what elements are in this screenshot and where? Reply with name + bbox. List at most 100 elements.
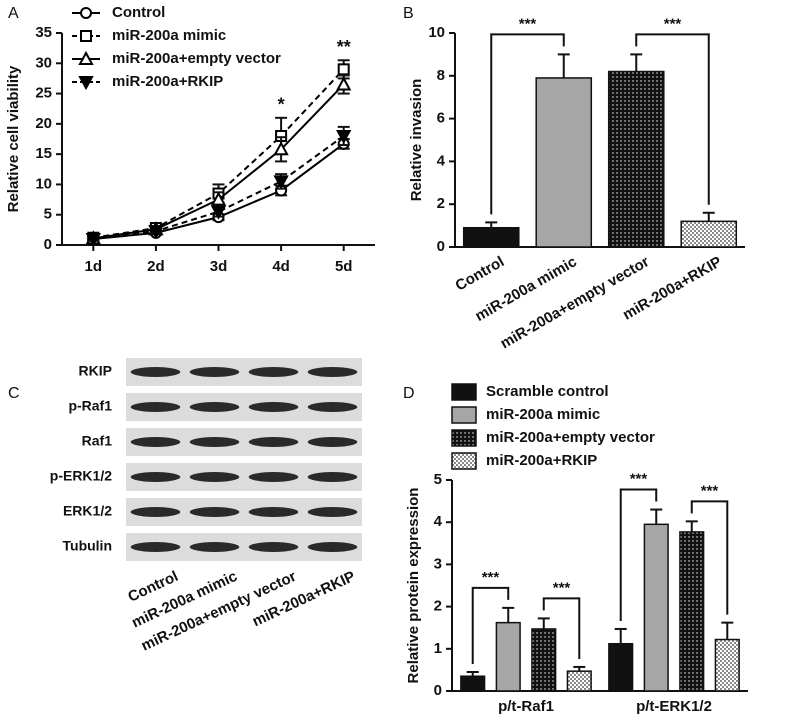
marker	[210, 205, 227, 220]
bar	[608, 642, 634, 692]
y-tick-label: 0	[434, 682, 442, 699]
blot-band	[307, 507, 358, 517]
y-tick-label: 35	[35, 24, 52, 41]
y-tick-label: 10	[35, 175, 52, 192]
significance-label: ***	[553, 579, 571, 596]
blot-band	[189, 507, 240, 517]
x-tick-label: 2d	[147, 258, 165, 275]
western-blot: CRKIPp-Raf1Raf1p-ERK1/2ERK1/2TubulinCont…	[8, 358, 362, 655]
blot-band	[189, 402, 240, 412]
blot-band	[307, 367, 358, 377]
blot-band	[307, 542, 358, 552]
blot-band	[189, 437, 240, 447]
y-tick-label: 1	[434, 640, 442, 657]
panel-label: C	[8, 385, 20, 402]
blot-band	[248, 402, 299, 412]
y-tick-label: 5	[434, 471, 442, 488]
panel-label: D	[403, 385, 415, 402]
bar	[714, 638, 740, 692]
x-tick-label: Control	[453, 253, 508, 294]
significance-label: ***	[664, 15, 682, 32]
protein-label: Raf1	[82, 433, 113, 449]
y-axis-label: Relative cell viability	[5, 65, 22, 212]
y-tick-label: 30	[35, 54, 52, 71]
legend-swatch	[451, 383, 477, 401]
legend-marker	[78, 50, 94, 65]
protein-label: RKIP	[79, 363, 112, 379]
legend-swatch	[451, 452, 477, 470]
blot-band	[189, 542, 240, 552]
bar	[643, 523, 669, 692]
blot-band	[307, 472, 358, 482]
legend-label: miR-200a+empty vector	[112, 50, 281, 67]
significance-label: ***	[701, 482, 719, 499]
significance-bracket	[690, 500, 729, 615]
panel-label: A	[8, 5, 19, 22]
blot-band	[248, 472, 299, 482]
bar	[462, 226, 520, 248]
legend-label: Scramble control	[486, 383, 609, 400]
marker	[273, 175, 289, 190]
x-tick-label: 5d	[335, 258, 353, 275]
x-tick-label: 3d	[210, 258, 228, 275]
legend-swatch	[451, 429, 477, 447]
protein-label: p-Raf1	[68, 398, 112, 414]
significance-label: ***	[519, 15, 537, 32]
blot-band	[189, 367, 240, 377]
bar	[680, 220, 738, 248]
blot-band	[130, 437, 181, 447]
x-tick-label: 1d	[85, 258, 103, 275]
y-axis-label: Relative invasion	[408, 79, 425, 202]
blot-band	[307, 402, 358, 412]
legend-swatch	[451, 406, 477, 424]
y-tick-label: 10	[428, 24, 445, 41]
blot-band	[248, 437, 299, 447]
significance-bracket	[471, 586, 510, 665]
legend-label: miR-200a+RKIP	[112, 73, 223, 90]
marker	[210, 191, 227, 206]
legend-marker	[80, 30, 92, 42]
blot-band	[130, 472, 181, 482]
bar	[495, 621, 521, 692]
marker	[336, 76, 352, 91]
protein-label: Tubulin	[63, 538, 113, 554]
protein-label: ERK1/2	[63, 503, 112, 519]
legend-marker	[78, 76, 94, 91]
y-tick-label: 3	[434, 555, 442, 572]
y-tick-label: 8	[437, 67, 445, 84]
legend-label: miR-200a+empty vector	[486, 429, 655, 446]
significance-label: ***	[482, 569, 500, 586]
y-tick-label: 2	[437, 195, 445, 212]
bar	[460, 675, 486, 692]
significance-bracket	[619, 488, 658, 621]
series-line	[93, 135, 345, 240]
marker	[85, 232, 101, 248]
blot-band	[130, 402, 181, 412]
marker	[337, 63, 350, 76]
annotation: **	[337, 37, 351, 57]
legend-label: miR-200a mimic	[112, 27, 226, 44]
blot-band	[130, 367, 181, 377]
bar	[679, 531, 705, 692]
y-tick-label: 0	[44, 236, 52, 253]
bar	[531, 628, 557, 692]
blot-band	[189, 472, 240, 482]
bar	[566, 670, 592, 692]
significance-bracket	[490, 33, 565, 215]
blot-band	[248, 542, 299, 552]
legend-label: miR-200a+RKIP	[486, 452, 597, 469]
y-tick-label: 5	[44, 206, 52, 223]
y-axis-label: Relative protein expression	[405, 488, 422, 684]
y-tick-label: 15	[35, 145, 52, 162]
protein-label: p-ERK1/2	[50, 468, 112, 484]
legend-label: miR-200a mimic	[486, 406, 600, 423]
marker	[148, 225, 164, 240]
blot-band	[130, 542, 181, 552]
bar	[607, 70, 665, 248]
blot-band	[130, 507, 181, 517]
y-tick-label: 4	[437, 152, 446, 169]
annotation: *	[278, 95, 285, 115]
blot-band	[248, 367, 299, 377]
legend-marker	[80, 7, 92, 19]
